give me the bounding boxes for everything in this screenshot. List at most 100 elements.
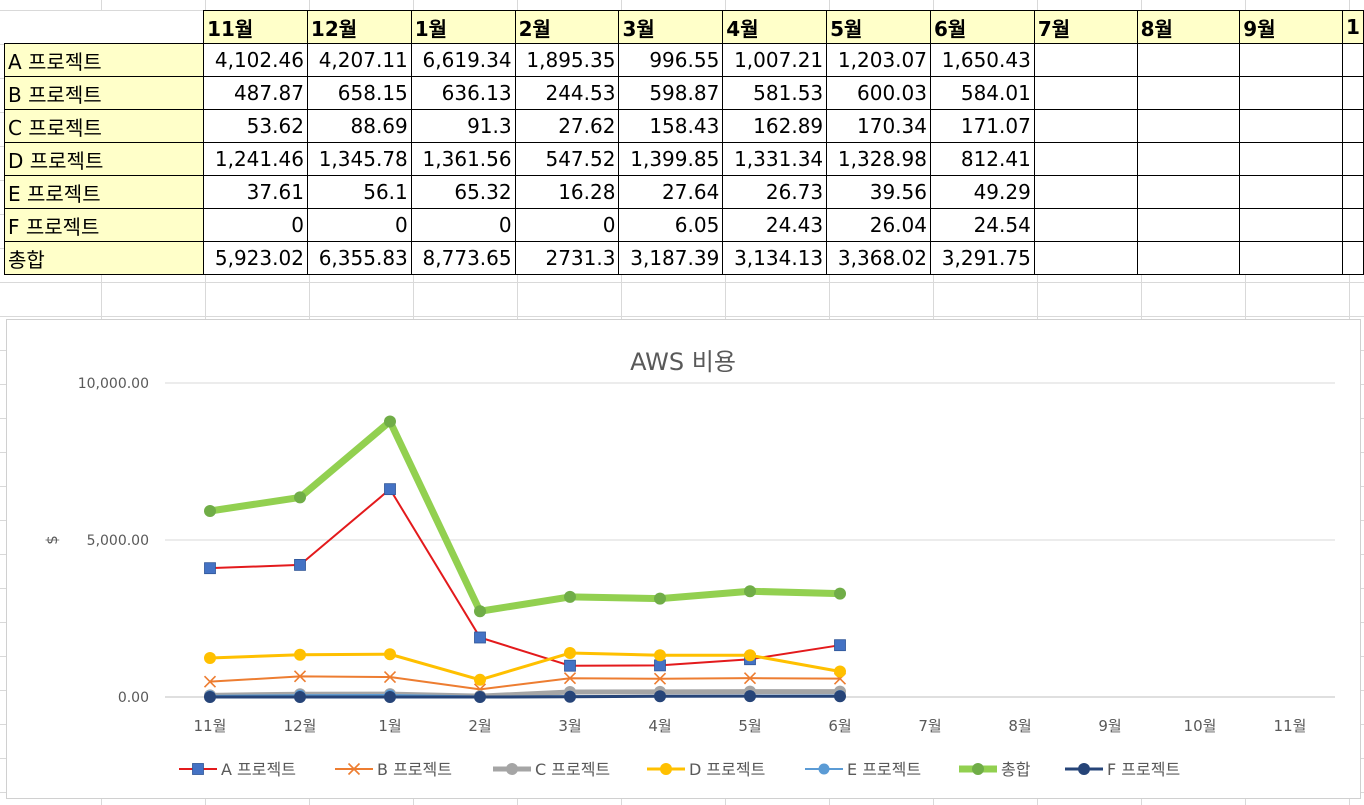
value-cell[interactable] [1033, 142, 1138, 176]
value-cell[interactable]: 8,773.65 [410, 241, 516, 275]
value-cell[interactable]: 1,361.56 [410, 142, 516, 176]
value-cell[interactable]: 1,399.85 [618, 142, 724, 176]
value-cell[interactable]: 24.43 [722, 208, 828, 242]
month-header[interactable]: 8월 [1136, 10, 1241, 44]
month-header[interactable]: 2월 [514, 10, 620, 44]
value-cell[interactable] [1342, 241, 1364, 275]
value-cell[interactable]: 3,134.13 [722, 241, 828, 275]
month-header[interactable]: 11월 [203, 10, 308, 44]
value-cell[interactable]: 6,355.83 [306, 241, 412, 275]
value-cell[interactable] [1342, 43, 1364, 77]
value-cell[interactable]: 16.28 [514, 175, 620, 209]
value-cell[interactable] [1136, 109, 1241, 143]
value-cell[interactable]: 598.87 [618, 76, 724, 110]
value-cell[interactable] [1033, 175, 1138, 209]
value-cell[interactable]: 3,291.75 [929, 241, 1035, 275]
month-header[interactable]: 7월 [1033, 10, 1138, 44]
value-cell[interactable]: 49.29 [929, 175, 1035, 209]
value-cell[interactable]: 3,187.39 [618, 241, 724, 275]
value-cell[interactable]: 0 [306, 208, 412, 242]
month-header[interactable]: 3월 [618, 10, 724, 44]
value-cell[interactable]: 2731.3 [514, 241, 620, 275]
month-header[interactable]: 9월 [1239, 10, 1344, 44]
value-cell[interactable] [1239, 175, 1344, 209]
value-cell[interactable] [1136, 175, 1241, 209]
corner-cell[interactable] [4, 10, 205, 44]
value-cell[interactable]: 0 [514, 208, 620, 242]
value-cell[interactable]: 88.69 [306, 109, 412, 143]
value-cell[interactable]: 1,007.21 [722, 43, 828, 77]
value-cell[interactable]: 1,203.07 [826, 43, 931, 77]
row-label[interactable]: D 프로젝트 [3, 142, 205, 176]
month-header[interactable]: 1 [1342, 10, 1364, 44]
value-cell[interactable] [1136, 76, 1241, 110]
value-cell[interactable] [1136, 208, 1241, 242]
value-cell[interactable] [1239, 208, 1344, 242]
value-cell[interactable] [1342, 76, 1364, 110]
value-cell[interactable]: 37.61 [203, 175, 308, 209]
value-cell[interactable]: 658.15 [306, 76, 412, 110]
value-cell[interactable] [1136, 241, 1241, 275]
value-cell[interactable]: 24.54 [929, 208, 1035, 242]
value-cell[interactable]: 6,619.34 [410, 43, 516, 77]
value-cell[interactable] [1239, 76, 1344, 110]
value-cell[interactable] [1033, 241, 1138, 275]
value-cell[interactable] [1239, 109, 1344, 143]
value-cell[interactable] [1342, 142, 1364, 176]
value-cell[interactable]: 27.64 [618, 175, 724, 209]
value-cell[interactable]: 26.73 [722, 175, 828, 209]
value-cell[interactable]: 56.1 [306, 175, 412, 209]
value-cell[interactable] [1033, 109, 1138, 143]
value-cell[interactable]: 584.01 [929, 76, 1035, 110]
value-cell[interactable] [1342, 175, 1364, 209]
value-cell[interactable] [1239, 142, 1344, 176]
value-cell[interactable] [1342, 109, 1364, 143]
value-cell[interactable]: 4,102.46 [203, 43, 308, 77]
value-cell[interactable]: 170.34 [826, 109, 931, 143]
value-cell[interactable]: 1,650.43 [929, 43, 1035, 77]
value-cell[interactable]: 162.89 [722, 109, 828, 143]
value-cell[interactable] [1239, 43, 1344, 77]
value-cell[interactable]: 1,895.35 [514, 43, 620, 77]
month-header[interactable]: 4월 [722, 10, 828, 44]
value-cell[interactable]: 996.55 [618, 43, 724, 77]
value-cell[interactable]: 1,345.78 [306, 142, 412, 176]
value-cell[interactable]: 5,923.02 [203, 241, 308, 275]
value-cell[interactable]: 600.03 [826, 76, 931, 110]
month-header[interactable]: 5월 [826, 10, 931, 44]
value-cell[interactable]: 636.13 [410, 76, 516, 110]
row-label[interactable]: E 프로젝트 [3, 175, 205, 209]
value-cell[interactable]: 1,328.98 [826, 142, 931, 176]
value-cell[interactable]: 547.52 [514, 142, 620, 176]
value-cell[interactable] [1136, 142, 1241, 176]
value-cell[interactable]: 91.3 [410, 109, 516, 143]
value-cell[interactable]: 39.56 [826, 175, 931, 209]
month-header[interactable]: 1월 [410, 10, 516, 44]
value-cell[interactable]: 53.62 [203, 109, 308, 143]
value-cell[interactable]: 26.04 [826, 208, 931, 242]
value-cell[interactable] [1033, 76, 1138, 110]
value-cell[interactable]: 1,241.46 [203, 142, 308, 176]
value-cell[interactable]: 171.07 [929, 109, 1035, 143]
value-cell[interactable]: 158.43 [618, 109, 724, 143]
value-cell[interactable]: 487.87 [203, 76, 308, 110]
value-cell[interactable] [1239, 241, 1344, 275]
value-cell[interactable]: 812.41 [929, 142, 1035, 176]
month-header[interactable]: 6월 [929, 10, 1035, 44]
month-header[interactable]: 12월 [306, 10, 412, 44]
value-cell[interactable]: 244.53 [514, 76, 620, 110]
value-cell[interactable] [1342, 208, 1364, 242]
value-cell[interactable] [1136, 43, 1241, 77]
value-cell[interactable]: 1,331.34 [722, 142, 828, 176]
value-cell[interactable]: 65.32 [410, 175, 516, 209]
row-label[interactable]: A 프로젝트 [3, 43, 205, 77]
value-cell[interactable]: 0 [410, 208, 516, 242]
row-label[interactable]: F 프로젝트 [3, 208, 205, 242]
value-cell[interactable]: 6.05 [618, 208, 724, 242]
value-cell[interactable]: 3,368.02 [826, 241, 931, 275]
value-cell[interactable] [1033, 208, 1138, 242]
row-label[interactable]: C 프로젝트 [3, 109, 205, 143]
value-cell[interactable]: 0 [203, 208, 308, 242]
row-label[interactable]: B 프로젝트 [3, 76, 205, 110]
value-cell[interactable]: 4,207.11 [306, 43, 412, 77]
